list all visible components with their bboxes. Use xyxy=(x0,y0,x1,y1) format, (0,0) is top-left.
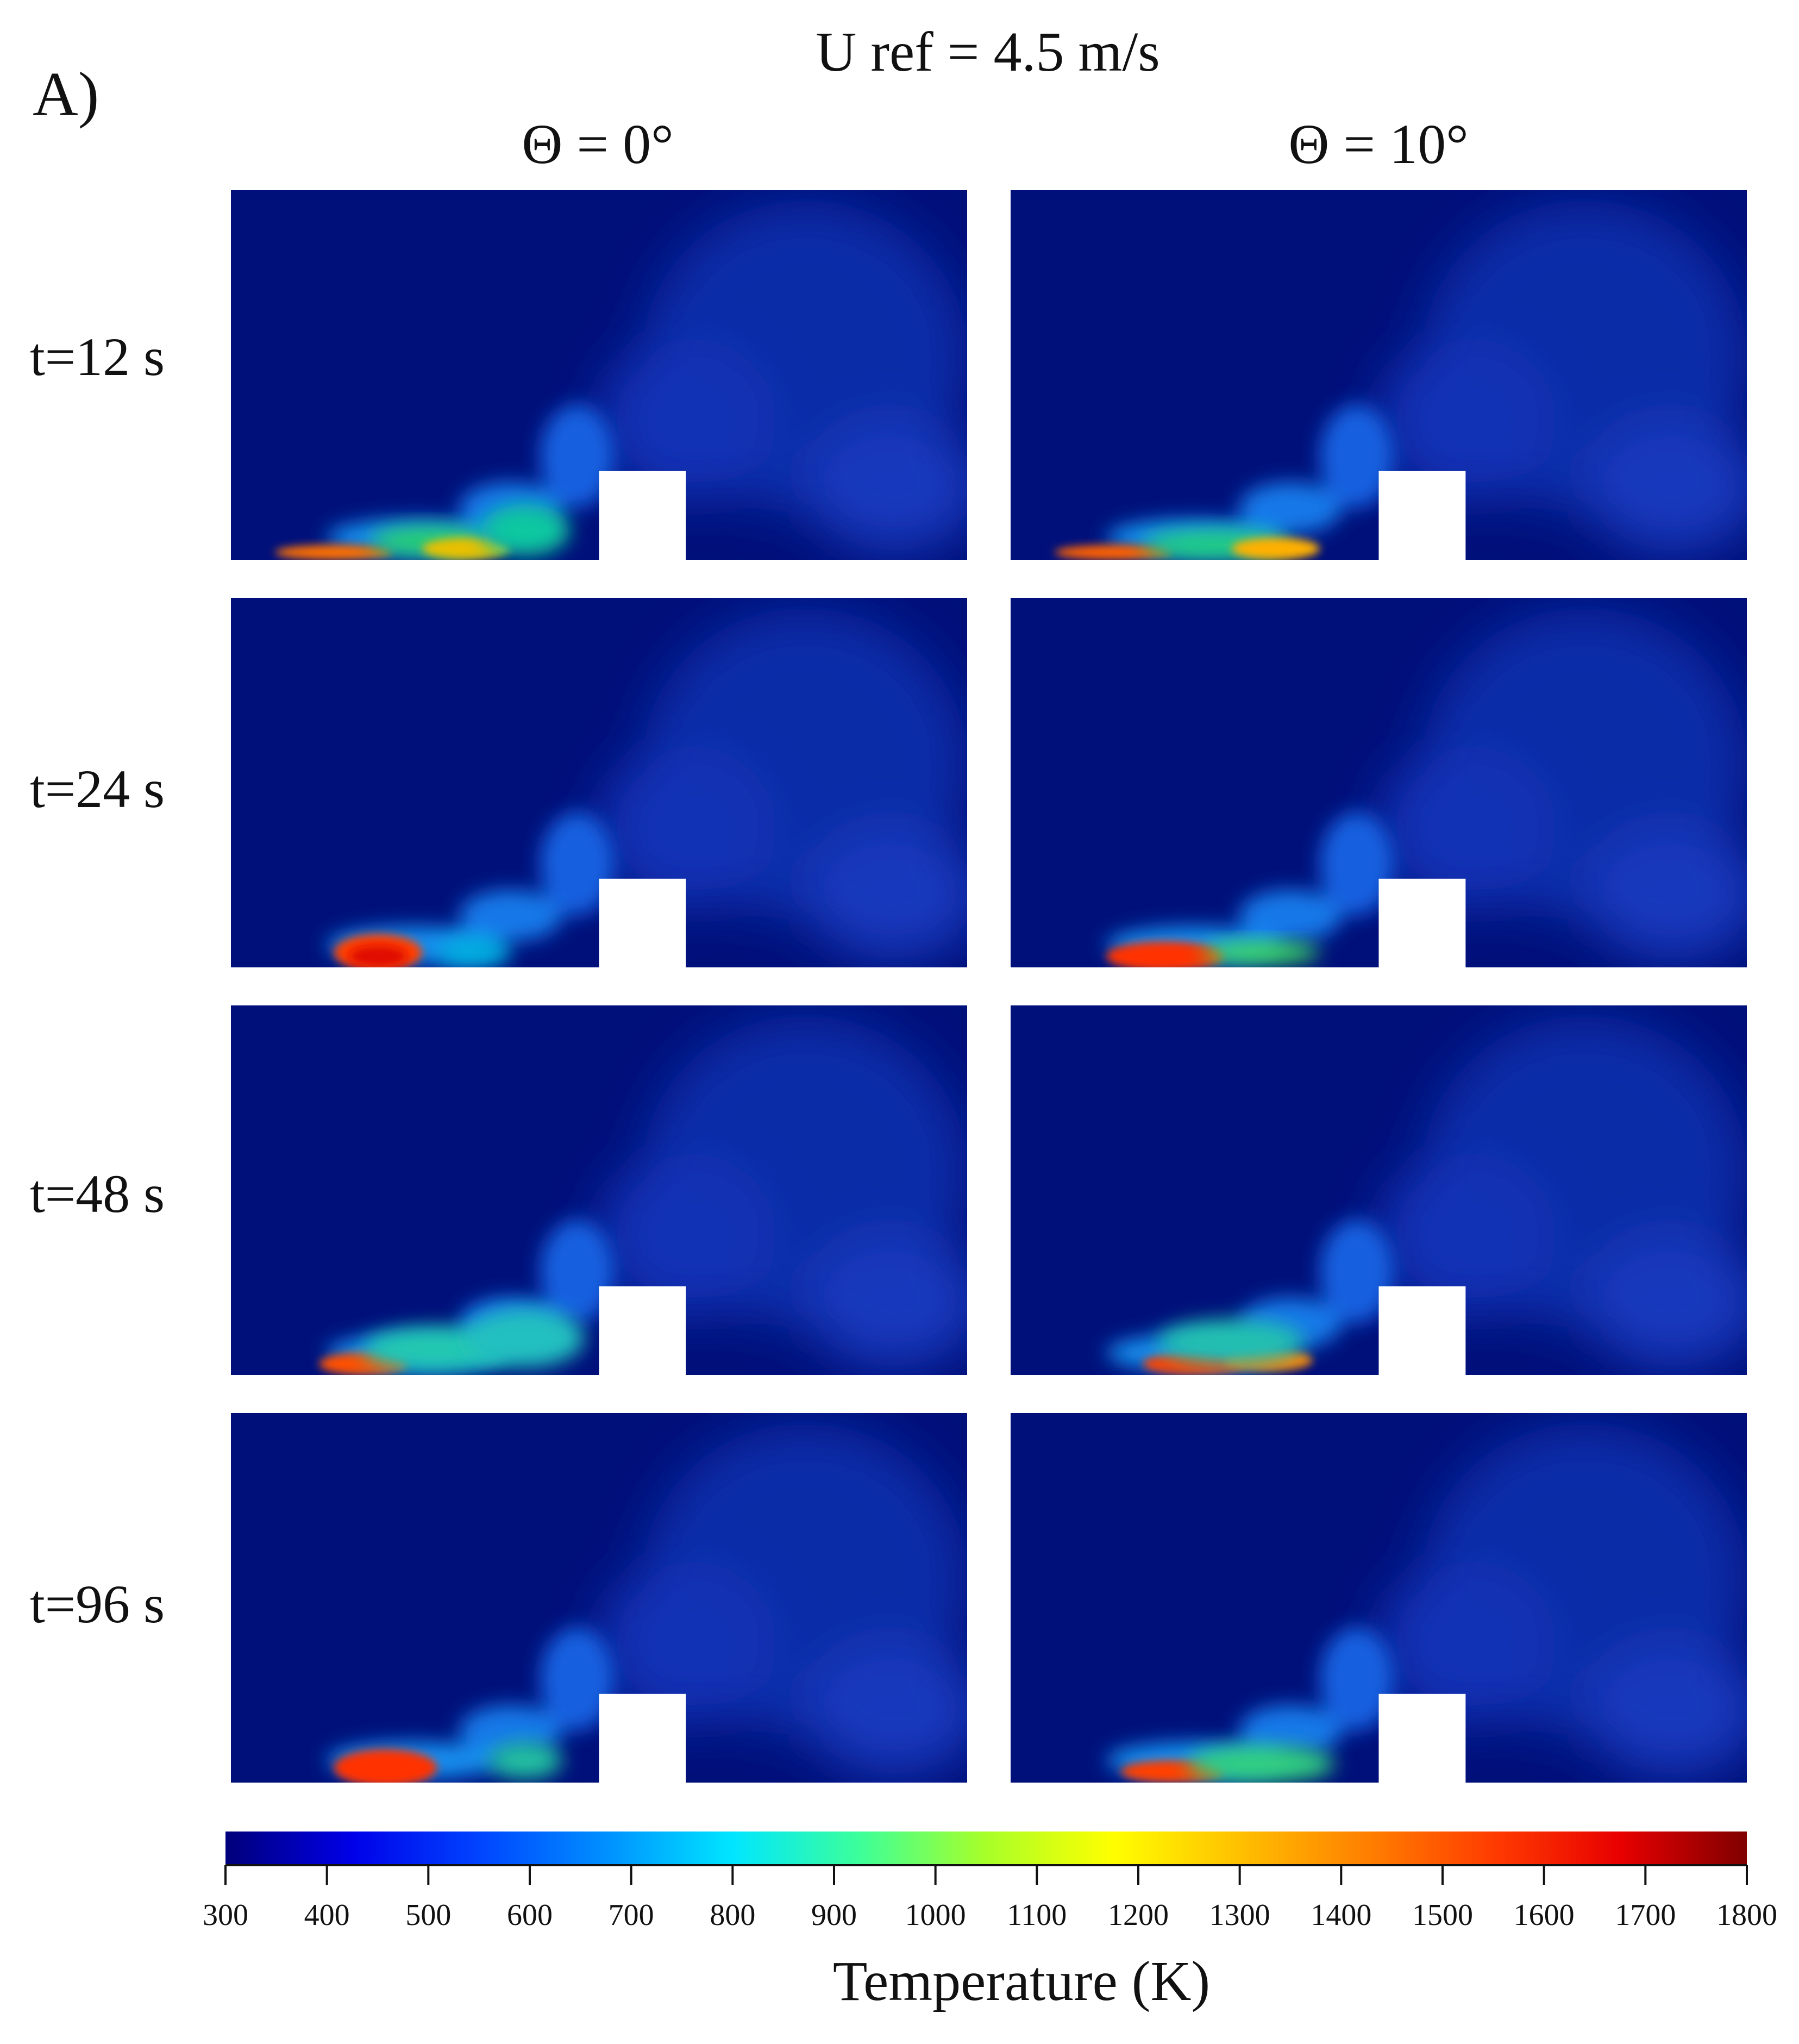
panel-theta-10-t48 xyxy=(1011,1005,1747,1376)
obstacle-block xyxy=(1378,471,1466,561)
row-label-t24: t=24 s xyxy=(30,759,165,819)
hot-region xyxy=(334,1749,437,1783)
panel-theta-0-t48 xyxy=(231,1005,967,1376)
hot-region xyxy=(488,1742,562,1779)
obstacle-block xyxy=(599,1693,686,1784)
obstacle-block xyxy=(599,1286,686,1376)
hot-region xyxy=(1106,941,1224,967)
obstacle-block xyxy=(1378,1286,1466,1376)
hot-region xyxy=(437,937,511,967)
row-label-t12: t=12 s xyxy=(30,327,165,387)
colorbar-tick-label: 1600 xyxy=(1514,1898,1575,1932)
colorbar-title: Temperature (K) xyxy=(833,1950,1210,2012)
colorbar-tick-label: 1200 xyxy=(1108,1898,1169,1932)
hot-region xyxy=(1202,941,1320,964)
colorbar-tick-label: 1000 xyxy=(905,1898,966,1932)
column-label-theta-10: Θ = 10° xyxy=(1288,113,1468,176)
panel-theta-10-t12 xyxy=(1011,190,1747,561)
row-label-t96: t=96 s xyxy=(30,1574,165,1634)
hot-region xyxy=(481,504,570,557)
colorbar-tick-label: 1500 xyxy=(1412,1898,1473,1932)
hot-region xyxy=(348,945,408,967)
colorbar-tick-label: 500 xyxy=(405,1898,451,1932)
panel-theta-0-t24 xyxy=(231,598,967,968)
hot-region xyxy=(1158,1320,1305,1364)
panel-theta-10-t24 xyxy=(1011,598,1747,968)
hot-region xyxy=(1187,1746,1335,1783)
obstacle-block xyxy=(1378,1693,1466,1784)
colorbar-tick-label: 1300 xyxy=(1209,1898,1270,1932)
obstacle-block xyxy=(1378,878,1466,968)
colorbar-tick-label: 1800 xyxy=(1716,1898,1777,1932)
row-label-t48: t=48 s xyxy=(30,1164,165,1224)
hot-region xyxy=(1055,545,1173,560)
colorbar-tick-label: 700 xyxy=(609,1898,654,1932)
colorbar-tick-label: 300 xyxy=(203,1898,248,1932)
colorbar-tick-label: 1400 xyxy=(1311,1898,1371,1932)
colorbar-tick-label: 1700 xyxy=(1615,1898,1676,1932)
hot-region xyxy=(1231,537,1320,560)
colorbar-tick-label: 900 xyxy=(811,1898,857,1932)
panel-theta-0-t12 xyxy=(231,190,967,561)
colorbar-tick-label: 800 xyxy=(710,1898,755,1932)
panel-label: A) xyxy=(33,60,99,129)
hot-region xyxy=(466,1308,585,1368)
obstacle-block xyxy=(599,878,686,968)
colorbar-tick-label: 600 xyxy=(507,1898,553,1932)
colorbar xyxy=(225,1832,1747,1865)
hot-region xyxy=(275,545,393,560)
column-label-theta-0: Θ = 0° xyxy=(522,113,673,176)
colorbar-tick-label: 400 xyxy=(304,1898,350,1932)
condition-title: U ref = 4.5 m/s xyxy=(816,21,1159,83)
colorbar-tick-label: 1100 xyxy=(1007,1898,1067,1932)
colorbar-ticks: 300 400 500 600 700 800 900 1000 1100 1200 1300 140… xyxy=(203,1865,1777,1932)
obstacle-block xyxy=(599,471,686,561)
simulation-panels xyxy=(231,190,1747,1784)
panel-theta-0-t96 xyxy=(231,1413,967,1784)
panel-theta-10-t96 xyxy=(1011,1413,1747,1784)
